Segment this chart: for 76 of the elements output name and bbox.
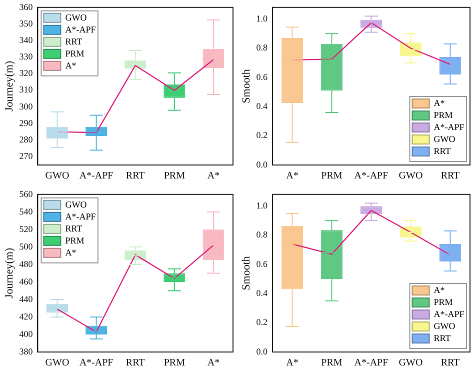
x-tick-label: GWO <box>45 358 70 369</box>
legend-label: A* <box>65 247 77 258</box>
x-tick-label: GWO <box>45 170 70 182</box>
x-tick-label: PRM <box>321 358 342 369</box>
y-tick-label: 350 <box>19 18 34 28</box>
y-tick-label: 560 <box>19 188 34 199</box>
y-tick-label: 0.4 <box>256 100 268 111</box>
x-tick-label: A* <box>286 358 298 369</box>
legend-label: PRM <box>65 235 84 246</box>
y-tick-label: 340 <box>19 34 34 45</box>
y-tick-label: 270 <box>19 151 34 162</box>
y-tick-label: 0.2 <box>256 317 268 328</box>
legend-label: A*-APF <box>65 211 96 222</box>
y-tick-label: 480 <box>19 258 34 269</box>
legend-label: A*-APF <box>434 308 464 319</box>
x-tick-label: GWO <box>398 170 423 182</box>
x-tick-label: PRM <box>164 170 186 182</box>
legend-label: PRM <box>434 110 453 120</box>
x-tick-label: RRT <box>440 358 460 369</box>
y-tick-label: 280 <box>19 134 34 144</box>
legend-label: A*-APF <box>65 24 96 34</box>
y-tick-label: 0.4 <box>256 288 268 298</box>
legend-label: A* <box>65 60 77 70</box>
y-tick-label: 0.6 <box>256 258 268 269</box>
legend-label: GWO <box>434 134 456 144</box>
y-tick-label: 360 <box>19 2 34 12</box>
y-axis-title: Smooth <box>240 68 252 104</box>
legend-label: A* <box>434 284 446 295</box>
x-tick-label: RRT <box>126 358 145 369</box>
legend-label: RRT <box>65 223 83 234</box>
legend-label: GWO <box>65 199 88 210</box>
x-tick-label: A*-APF <box>79 170 114 182</box>
legend-label: RRT <box>434 146 452 156</box>
y-tick-label: 310 <box>19 84 34 95</box>
x-tick-label: A*-APF <box>354 358 389 369</box>
x-tick-label: A*-APF <box>354 170 389 182</box>
y-tick-label: 0.2 <box>256 130 268 140</box>
y-tick-label: 300 <box>19 101 34 112</box>
y-tick-label: 0.8 <box>256 230 268 240</box>
y-tick-label: 1.0 <box>256 13 268 24</box>
legend-label: PRM <box>434 296 453 307</box>
y-axis-title: Journey(m) <box>3 248 16 299</box>
legend-label: A* <box>434 98 446 108</box>
legend-label: RRT <box>65 36 83 46</box>
x-tick-label: A*-APF <box>79 358 114 369</box>
legend-label: GWO <box>65 12 88 22</box>
y-tick-label: 460 <box>19 276 34 286</box>
x-tick-label: A* <box>286 170 298 182</box>
y-tick-label: 0.8 <box>256 42 268 53</box>
legend-label: A*-APF <box>434 122 464 132</box>
x-tick-label: RRT <box>126 170 145 182</box>
x-tick-label: A* <box>207 170 220 182</box>
y-axis-title: Smooth <box>240 256 252 290</box>
legend-label: GWO <box>434 320 456 331</box>
y-tick-label: 330 <box>19 52 34 62</box>
x-tick-label: RRT <box>440 170 460 182</box>
y-tick-label: 0.0 <box>256 159 268 170</box>
x-tick-label: GWO <box>398 358 423 369</box>
y-tick-label: 380 <box>19 346 34 356</box>
y-tick-label: 420 <box>19 311 34 322</box>
y-tick-label: 540 <box>19 206 34 216</box>
y-tick-label: 320 <box>19 68 34 78</box>
legend-label: RRT <box>434 332 452 343</box>
y-tick-label: 290 <box>19 118 34 128</box>
y-tick-label: 400 <box>19 328 34 339</box>
y-tick-label: 500 <box>19 241 34 252</box>
legend-label: PRM <box>65 48 84 58</box>
y-axis-title: Journey(m) <box>3 60 16 112</box>
y-tick-label: 0.6 <box>256 72 268 82</box>
x-tick-label: PRM <box>321 170 342 182</box>
y-tick-label: 440 <box>19 294 34 304</box>
y-tick-label: 0.0 <box>256 346 268 356</box>
y-tick-label: 1.0 <box>256 200 268 210</box>
x-tick-label: A* <box>207 358 220 369</box>
y-tick-label: 520 <box>19 224 34 234</box>
x-tick-label: PRM <box>164 358 186 369</box>
